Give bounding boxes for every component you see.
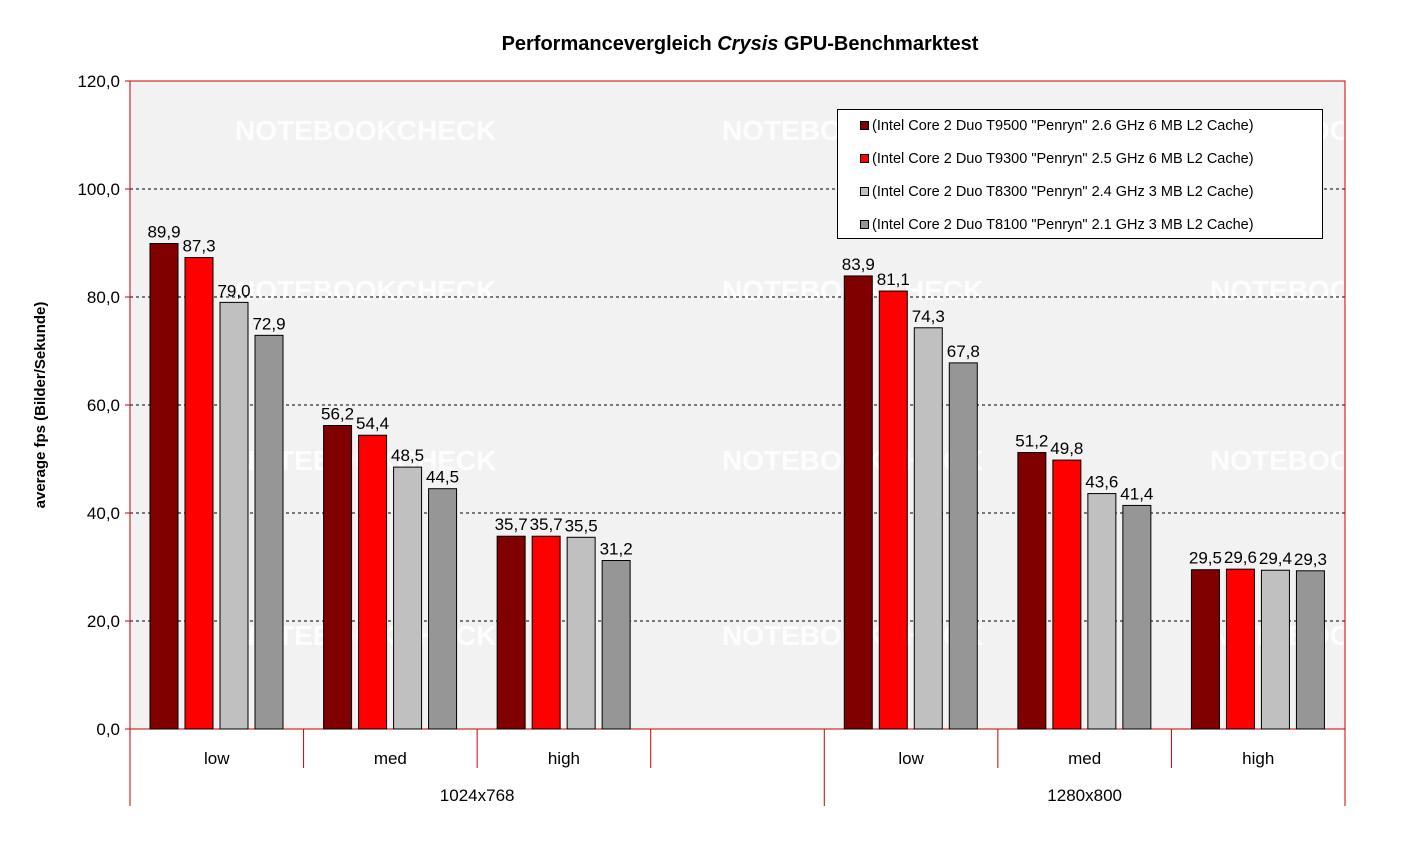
- legend-swatch: [860, 154, 869, 163]
- data-label: 29,3: [1294, 550, 1327, 569]
- chart-title-part: Performancevergleich: [502, 33, 718, 55]
- bar: [1122, 504, 1152, 730]
- category-label: low: [898, 749, 924, 768]
- data-label: 54,4: [356, 414, 389, 433]
- bar: [948, 362, 978, 730]
- bar: [496, 535, 526, 730]
- legend-item: (Intel Core 2 Duo T8100 "Penryn" 2.1 GHz…: [860, 215, 1254, 235]
- y-tick-label: 20,0: [87, 612, 120, 631]
- bar: [254, 334, 284, 730]
- data-label: 81,1: [877, 270, 910, 289]
- chart-title-part: Crysis: [717, 33, 778, 55]
- data-label: 87,3: [182, 237, 215, 256]
- bar: [1260, 569, 1290, 730]
- bar: [358, 434, 388, 730]
- data-label: 56,2: [321, 405, 354, 424]
- bar: [323, 425, 353, 730]
- legend-swatch: [860, 187, 869, 196]
- category-label: med: [374, 749, 407, 768]
- bar: [1225, 568, 1255, 730]
- bar: [428, 488, 458, 730]
- bar: [843, 275, 873, 730]
- data-label: 35,7: [530, 515, 563, 534]
- legend-label: (Intel Core 2 Duo T9500 "Penryn" 2.6 GHz…: [872, 118, 1254, 134]
- data-label: 72,9: [252, 314, 285, 333]
- bar: [1017, 452, 1047, 730]
- bar: [601, 560, 631, 730]
- bar: [913, 327, 943, 730]
- data-label: 35,7: [495, 515, 528, 534]
- category-label: low: [204, 749, 230, 768]
- y-axis-label: average fps (Bilder/Sekunde): [32, 302, 49, 509]
- data-label: 43,6: [1085, 473, 1118, 492]
- legend-item: (Intel Core 2 Duo T8300 "Penryn" 2.4 GHz…: [860, 182, 1254, 202]
- legend-swatch: [860, 220, 869, 229]
- bar: [1087, 493, 1117, 730]
- data-label: 41,4: [1120, 484, 1153, 503]
- category-label: high: [1242, 749, 1274, 768]
- y-tick-label: 40,0: [87, 504, 120, 523]
- legend-label: (Intel Core 2 Duo T8100 "Penryn" 2.1 GHz…: [872, 217, 1254, 233]
- y-tick-label: 0,0: [96, 720, 120, 739]
- watermark: NOTEBOOKCHECK: [235, 275, 496, 306]
- data-label: 44,5: [426, 468, 459, 487]
- bar: [1052, 459, 1082, 730]
- chart-title: Performancevergleich Crysis GPU-Benchmar…: [502, 33, 979, 55]
- watermark: NOTEBOOKCHECK: [1210, 275, 1415, 306]
- data-label: 48,5: [391, 446, 424, 465]
- data-label: 67,8: [947, 342, 980, 361]
- y-tick-label: 100,0: [77, 180, 120, 199]
- legend-swatch: [860, 121, 869, 130]
- bar: [184, 257, 214, 730]
- legend-label: (Intel Core 2 Duo T9300 "Penryn" 2.5 GHz…: [872, 151, 1254, 167]
- data-label: 51,2: [1015, 432, 1048, 451]
- data-label: 79,0: [217, 281, 250, 300]
- bar: [531, 535, 561, 730]
- y-tick-label: 80,0: [87, 288, 120, 307]
- watermark: NOTEBOOKCHECK: [1210, 445, 1415, 476]
- legend-label: (Intel Core 2 Duo T8300 "Penryn" 2.4 GHz…: [872, 184, 1254, 200]
- legend-item: (Intel Core 2 Duo T9300 "Penryn" 2.5 GHz…: [860, 149, 1254, 169]
- bar: [393, 466, 423, 730]
- data-label: 83,9: [842, 255, 875, 274]
- bar: [149, 243, 179, 730]
- data-label: 31,2: [600, 540, 633, 559]
- bar: [566, 536, 596, 730]
- data-label: 29,4: [1259, 549, 1292, 568]
- data-label: 49,8: [1050, 439, 1083, 458]
- y-tick-label: 60,0: [87, 396, 120, 415]
- data-label: 29,5: [1189, 549, 1222, 568]
- data-label: 35,5: [565, 516, 598, 535]
- watermark: NOTEBOOKCHECK: [235, 115, 496, 146]
- y-tick-label: 120,0: [77, 72, 120, 91]
- data-label: 74,3: [912, 307, 945, 326]
- chart-title-part: GPU-Benchmarktest: [778, 33, 978, 55]
- bar: [219, 301, 249, 730]
- group-label: 1280x800: [1047, 786, 1122, 805]
- bar: [1295, 570, 1325, 730]
- legend: (Intel Core 2 Duo T9500 "Penryn" 2.6 GHz…: [837, 109, 1323, 239]
- data-label: 29,6: [1224, 548, 1257, 567]
- group-label: 1024x768: [440, 786, 515, 805]
- bar: [1190, 569, 1220, 730]
- bar: [878, 290, 908, 730]
- category-label: high: [548, 749, 580, 768]
- data-label: 89,9: [147, 223, 180, 242]
- category-label: med: [1068, 749, 1101, 768]
- legend-item: (Intel Core 2 Duo T9500 "Penryn" 2.6 GHz…: [860, 116, 1254, 136]
